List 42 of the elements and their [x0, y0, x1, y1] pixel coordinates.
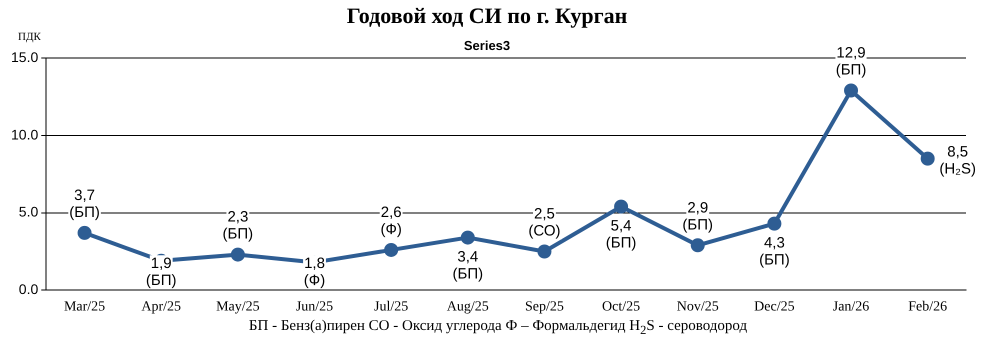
data-label: 8,5 (H₂S) [939, 144, 976, 178]
data-label: 1,8 (Ф) [304, 255, 326, 290]
point [78, 226, 92, 240]
text: БП - Бенз(а)пирен СО - Оксид углерода Ф – Формальдегид H$_{2}$S - сероводород [248, 318, 748, 338]
chart-title: Годовой ход СИ по г. Курган [346, 2, 628, 28]
y-tick-label: 10.0 [11, 126, 38, 142]
y-tick-label: 15.0 [11, 48, 38, 65]
data-label: 12,9 (БП) [836, 44, 866, 79]
point [690, 238, 705, 252]
chart-subtitle: Series3 [464, 38, 510, 53]
point [384, 242, 398, 257]
point [614, 200, 628, 214]
x-tick-label: Jan/26 [832, 299, 870, 314]
data-label: 4,3 (БП) [759, 234, 790, 269]
point [920, 152, 935, 166]
data-label: 1,9 (БП) [146, 255, 177, 290]
data-label: 2,9 (БП) [682, 199, 714, 234]
x-tick-label: Apr/25 [141, 299, 182, 314]
x-tick-label: May/25 [216, 299, 260, 314]
x-tick-label: Aug/25 [446, 299, 489, 314]
point [844, 84, 858, 98]
x-tick-label: Nov/25 [676, 299, 719, 314]
x-tick-label: Jun/25 [296, 299, 334, 314]
y-tick-label: 5.0 [18, 204, 38, 220]
point [537, 244, 552, 258]
data-label: 2,3 (БП) [222, 208, 254, 243]
data-label: 3,4 (БП) [452, 248, 484, 283]
x-tick-label: Feb/26 [908, 299, 948, 314]
x-tick-label: Oct/25 [602, 299, 640, 314]
data-label: 5,4 (БП) [606, 218, 636, 252]
y-axis-title: ПДК [18, 31, 42, 43]
data-label: 3,7 (БП) [69, 186, 100, 221]
x-tick-label: Mar/25 [64, 299, 106, 314]
data-label: 2,5 (СО) [528, 206, 561, 240]
point [767, 216, 782, 231]
point [460, 230, 475, 245]
x-tick-label: Dec/25 [754, 299, 795, 314]
y-tick-label: 0.0 [18, 281, 38, 298]
data-label: 2,6 (Ф) [380, 204, 402, 238]
x-tick-label: Sep/25 [525, 299, 564, 314]
point [230, 248, 245, 262]
x-tick-label: Jul/25 [374, 299, 408, 314]
